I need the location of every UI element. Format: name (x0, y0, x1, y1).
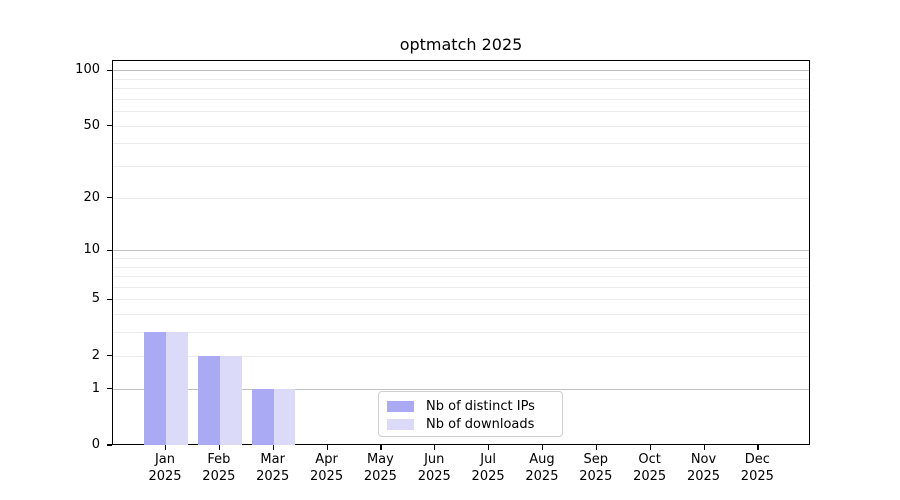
gridline-minor-9 (113, 258, 809, 259)
y-tick-mark-0 (107, 444, 112, 446)
y-tick-mark-5 (107, 298, 112, 301)
x-tick-year: 2025 (363, 469, 397, 484)
gridline-minor-3 (113, 332, 809, 334)
x-tick-mark-oct (649, 445, 651, 450)
gridline-minor-90 (113, 78, 809, 80)
x-tick-month: Sep (583, 452, 609, 467)
x-tick-mark-dec (757, 445, 759, 450)
bar-nb-of-downloads-mar (273, 388, 296, 445)
gridline-minor-2 (113, 355, 809, 357)
x-tick-mark-jul (488, 445, 490, 450)
x-tick-mark-mar (272, 445, 274, 450)
bar-nb-of-downloads-feb (219, 355, 242, 445)
y-tick-mark-2 (107, 355, 112, 357)
legend-label: Nb of distinct IPs (426, 398, 535, 414)
gridline-minor-8 (113, 266, 809, 268)
x-tick-month: Jul (480, 452, 496, 467)
x-tick-mark-may (380, 445, 382, 450)
x-tick-year: 2025 (579, 469, 613, 484)
x-tick-month: Oct (638, 452, 661, 467)
x-tick-label-aug: Aug 2025 (510, 451, 574, 485)
gridline-minor-40 (113, 143, 809, 145)
x-tick-label-mar: Mar 2025 (241, 451, 305, 485)
x-tick-month: Aug (529, 452, 555, 467)
y-tick-label-1: 1 (91, 380, 100, 396)
x-tick-month: Apr (315, 452, 338, 467)
x-tick-mark-sep (595, 445, 597, 450)
x-tick-year: 2025 (633, 469, 667, 484)
x-tick-month: Nov (690, 452, 717, 467)
gridline-minor-70 (113, 98, 809, 100)
y-tick-label-50: 50 (83, 117, 100, 133)
x-tick-month: May (366, 452, 394, 467)
plot-area (112, 60, 810, 445)
legend-label: Nb of downloads (426, 417, 535, 432)
x-tick-month: Feb (207, 452, 231, 467)
y-tick-label-10: 10 (83, 242, 100, 258)
x-tick-mark-nov (703, 445, 705, 450)
x-tick-mark-apr (326, 445, 328, 450)
y-tick-label-5: 5 (91, 291, 100, 307)
x-tick-label-feb: Feb 2025 (187, 451, 251, 485)
x-tick-label-oct: Oct 2025 (618, 451, 682, 485)
y-tick-mark-10 (107, 249, 112, 251)
x-tick-label-jun: Jun 2025 (402, 451, 466, 485)
gridline-minor-60 (113, 111, 809, 113)
bar-nb-of-downloads-jan (166, 332, 188, 445)
x-tick-year: 2025 (310, 469, 344, 484)
gridline-minor-4 (113, 314, 809, 316)
gridline-minor-50 (113, 125, 809, 127)
y-tick-mark-1 (107, 388, 112, 390)
chart-title: optmatch 2025 (399, 35, 523, 54)
x-tick-month: Mar (260, 452, 285, 467)
y-tick-label-20: 20 (83, 189, 100, 205)
x-tick-label-dec: Dec 2025 (725, 451, 789, 485)
x-tick-label-jul: Jul 2025 (456, 451, 520, 485)
gridline-major-100 (113, 70, 809, 72)
gridline-minor-80 (113, 88, 809, 90)
y-tick-mark-100 (107, 69, 112, 71)
x-tick-label-jan: Jan 2025 (133, 451, 197, 485)
x-tick-year: 2025 (202, 469, 236, 484)
legend-item-nb-of-distinct-ips: Nb of distinct IPs (387, 398, 554, 415)
legend: Nb of distinct IPs Nb of downloads (378, 391, 563, 437)
x-tick-month: Jan (154, 452, 176, 467)
legend-item-nb-of-downloads: Nb of downloads (387, 416, 554, 433)
x-tick-year: 2025 (471, 469, 505, 484)
gridline-minor-5 (113, 299, 809, 301)
gridline-minor-7 (113, 276, 809, 278)
x-tick-year: 2025 (740, 469, 774, 484)
x-tick-year: 2025 (148, 469, 182, 484)
gridline-minor-6 (113, 286, 809, 288)
gridline-minor-30 (113, 166, 809, 168)
x-tick-label-nov: Nov 2025 (672, 451, 736, 485)
y-tick-label-2: 2 (91, 347, 100, 363)
x-tick-month: Jun (424, 452, 445, 467)
y-tick-label-0: 0 (91, 437, 100, 452)
y-tick-label-100: 100 (75, 62, 100, 78)
legend-swatch-nb-of-distinct-ips (387, 400, 414, 412)
x-tick-mark-feb (218, 445, 221, 450)
x-tick-label-apr: Apr 2025 (295, 451, 359, 485)
x-tick-year: 2025 (525, 469, 559, 484)
x-tick-label-may: May 2025 (348, 451, 412, 485)
x-tick-mark-jun (434, 445, 436, 450)
x-tick-month: Dec (744, 452, 770, 467)
legend-swatch-nb-of-downloads (387, 419, 414, 430)
gridline-minor-20 (113, 197, 809, 199)
y-tick-mark-20 (107, 197, 112, 199)
gridline-major-10 (113, 250, 809, 252)
x-tick-year: 2025 (417, 469, 451, 484)
bar-nb-of-distinct-ips-mar (252, 388, 274, 445)
x-tick-year: 2025 (686, 469, 721, 484)
x-tick-year: 2025 (256, 469, 290, 484)
y-tick-mark-50 (107, 125, 112, 127)
gridline-major-1 (113, 388, 809, 390)
x-tick-mark-aug (541, 445, 544, 450)
bar-nb-of-distinct-ips-feb (198, 355, 220, 445)
x-tick-mark-jan (165, 445, 167, 450)
x-tick-label-sep: Sep 2025 (564, 451, 628, 485)
bar-nb-of-distinct-ips-jan (144, 332, 166, 445)
